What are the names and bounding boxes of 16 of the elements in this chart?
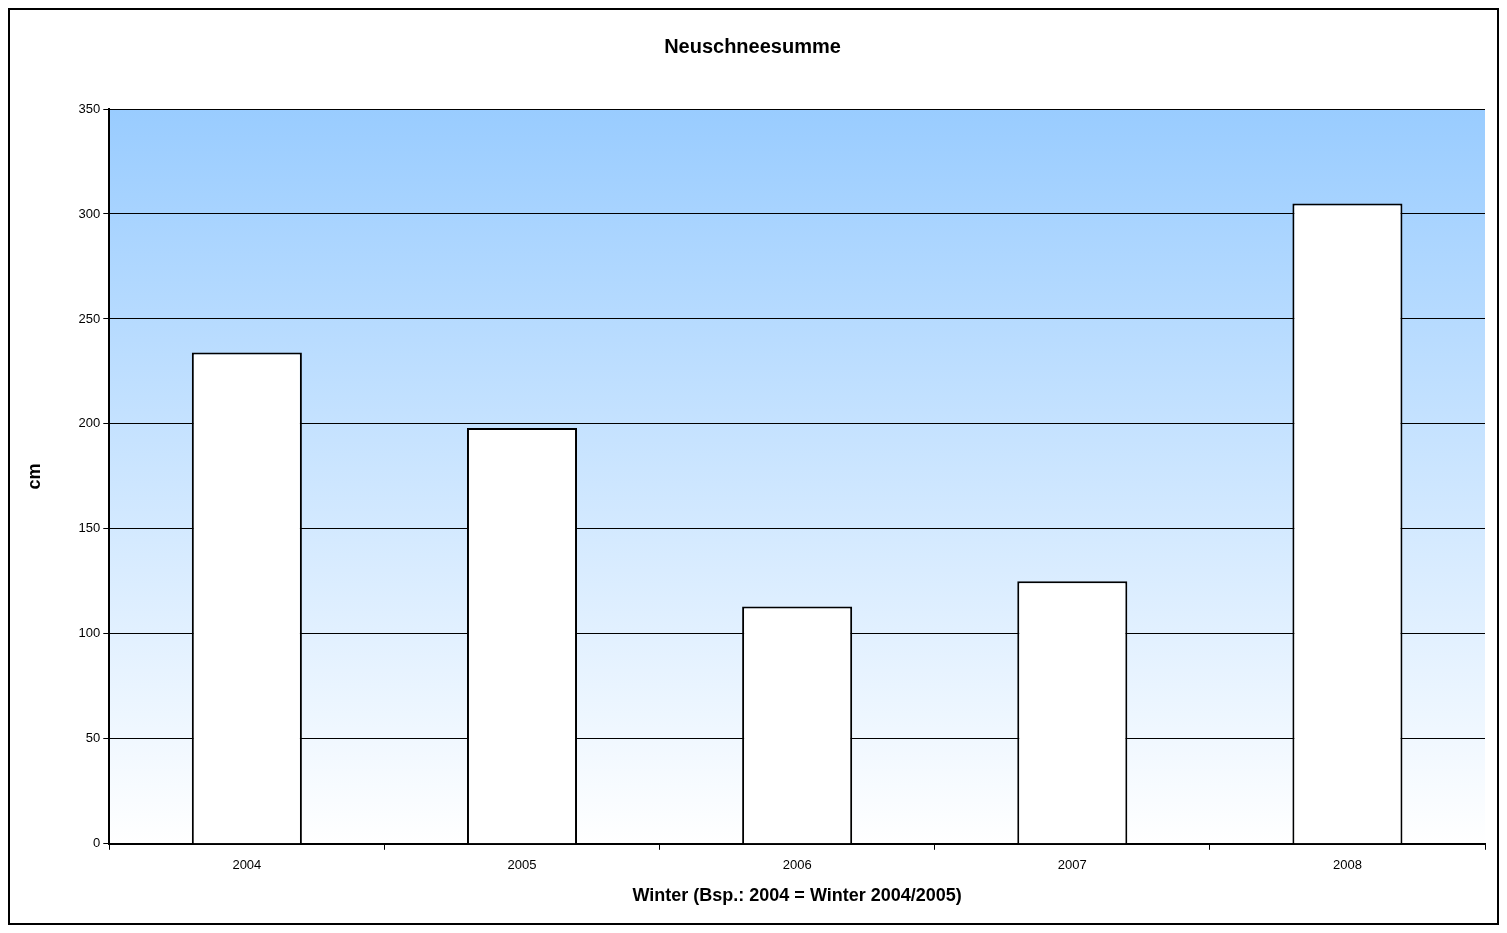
chart-title: Neuschneesumme <box>664 34 841 57</box>
y-tick-label: 300 <box>78 205 101 221</box>
x-tick-label: 2007 <box>1057 857 1087 873</box>
y-tick-label: 200 <box>78 415 101 431</box>
x-tick-label: 2004 <box>232 857 262 873</box>
y-tick-label: 150 <box>78 520 101 536</box>
x-tick-label: 2006 <box>782 857 812 873</box>
y-tick-label: 100 <box>78 625 101 641</box>
x-tick-label: 2005 <box>507 857 537 873</box>
x-axis-title: Winter (Bsp.: 2004 = Winter 2004/2005) <box>632 885 962 906</box>
y-tick-label: 250 <box>78 310 101 326</box>
y-axis-title: cm <box>23 463 44 490</box>
x-tick-label: 2008 <box>1332 857 1362 873</box>
y-tick-label: 50 <box>85 730 101 746</box>
y-tick-label: 350 <box>78 100 101 116</box>
y-tick-label: 0 <box>93 835 101 851</box>
